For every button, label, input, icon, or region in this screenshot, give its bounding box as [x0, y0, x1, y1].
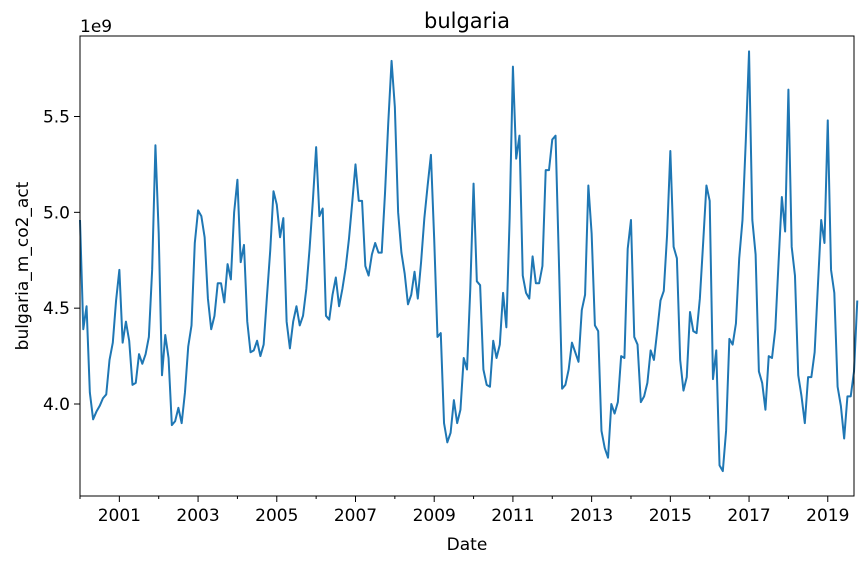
plot-area [79, 50, 859, 473]
x-tick-label: 2011 [491, 506, 534, 526]
y-tick-label: 4.0 [43, 395, 70, 415]
y-axis-label: bulgaria_m_co2_act [13, 181, 33, 350]
y-tick-label: 4.5 [43, 299, 70, 319]
title: bulgaria [424, 9, 510, 33]
x-tick-label: 2009 [413, 506, 456, 526]
x-tick-label: 2007 [334, 506, 377, 526]
x-tick-label: 2013 [570, 506, 613, 526]
x-tick-label: 2019 [806, 506, 849, 526]
y-tick-label: 5.0 [43, 203, 70, 223]
x-tick-label: 2003 [176, 506, 219, 526]
series-line-0 [79, 50, 859, 473]
axes-frame [79, 35, 855, 497]
y-multiplier-label: 1e9 [80, 17, 112, 37]
x-tick-label: 2001 [98, 506, 141, 526]
y-axis: 4.0 4.5 5.0 5.5 [43, 108, 80, 415]
x-tick-label: 2017 [727, 506, 770, 526]
chart-title: bulgaria [424, 9, 510, 33]
x-axis: 2001 2003 2005 2007 2009 2011 2013 2015 2017 2019 [79, 496, 849, 526]
x-axis-label: Date [447, 535, 488, 555]
x-tick-label: 2005 [255, 506, 298, 526]
x-tick-label: 2015 [649, 506, 692, 526]
y-tick-label: 5.5 [43, 108, 70, 128]
